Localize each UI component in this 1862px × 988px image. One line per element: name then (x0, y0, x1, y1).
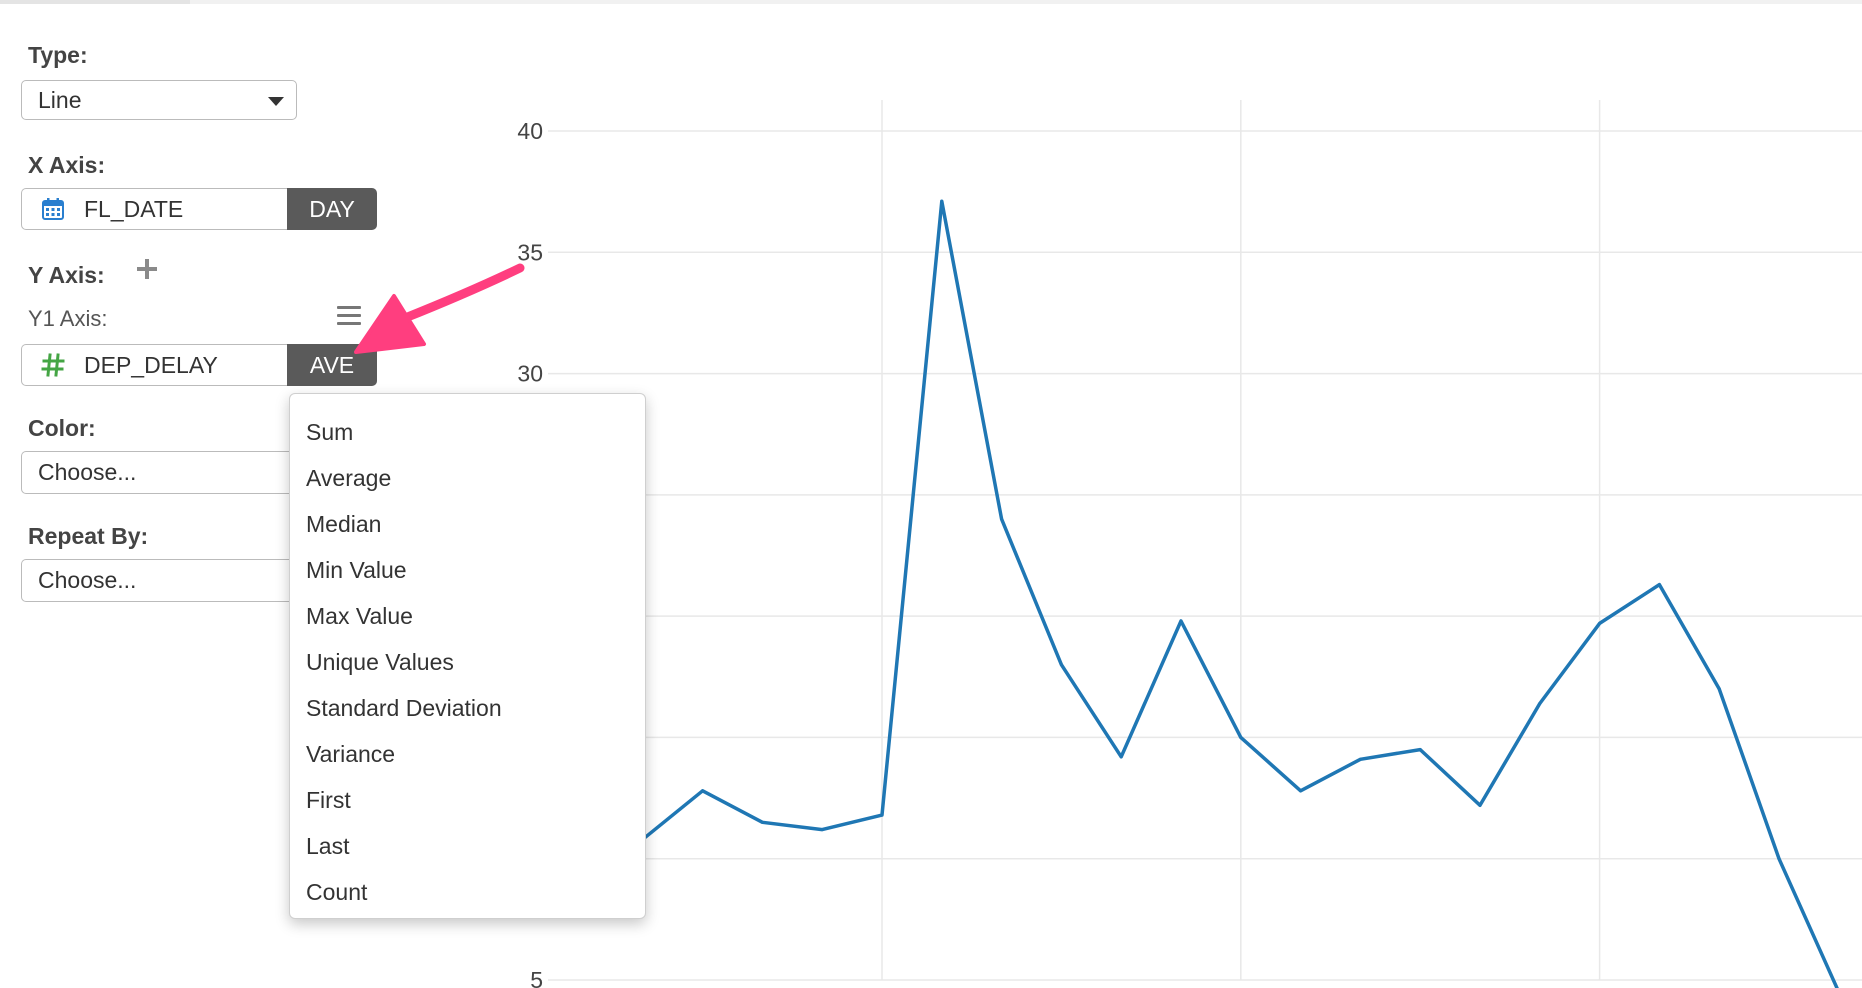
aggregation-option-max-value[interactable]: Max Value (306, 603, 413, 629)
type-select-value: Line (38, 87, 82, 113)
y-tick-label: 35 (517, 239, 543, 265)
y-tick-label: 40 (517, 118, 543, 144)
data-point (940, 199, 944, 203)
aggregation-option-median[interactable]: Median (306, 511, 382, 537)
data-point (1717, 687, 1721, 691)
chart-horizontal-grid (548, 130, 1862, 981)
plus-icon[interactable] (136, 258, 158, 280)
x-axis-label: X Axis: (28, 152, 106, 178)
data-point (1478, 803, 1482, 807)
chart-vertical-grid (881, 100, 1601, 980)
data-point (1179, 619, 1183, 623)
aggregation-option-average[interactable]: Average (306, 465, 392, 491)
top-divider (0, 0, 1862, 4)
color-label: Color: (28, 415, 96, 441)
chart-config-panel: Type: Line X Axis: FL_DATE DAY Y Axis: Y… (0, 0, 380, 988)
data-point (1000, 517, 1004, 521)
data-point (820, 828, 824, 832)
data-point (1418, 748, 1422, 752)
data-point (1299, 789, 1303, 793)
y-axis-label: Y Axis: (28, 262, 105, 288)
calendar-icon (40, 189, 66, 229)
top-tab-indicator (0, 0, 190, 4)
repeat-by-select[interactable]: Choose... (21, 559, 291, 602)
x-axis-aggregation-button[interactable]: DAY (287, 188, 377, 230)
aggregation-option-min-value[interactable]: Min Value (306, 557, 407, 583)
aggregation-option-unique-values[interactable]: Unique Values (306, 649, 454, 675)
y1-axis-field[interactable]: DEP_DELAY (21, 344, 287, 386)
data-point (1657, 583, 1661, 587)
color-select[interactable]: Choose... (21, 451, 291, 494)
data-point (1059, 663, 1063, 667)
type-select[interactable]: Line (21, 80, 297, 120)
y-tick-label: 5 (530, 967, 543, 988)
x-axis-field-name: FL_DATE (84, 196, 184, 222)
data-point (880, 813, 884, 817)
series-line (581, 199, 1839, 988)
hash-icon (40, 345, 66, 385)
chart-y-ticks: 40 35 30 5 (517, 118, 543, 988)
y1-axis-aggregation-button[interactable]: AVE (287, 344, 377, 386)
data-point (1598, 621, 1602, 625)
data-point (1119, 755, 1123, 759)
data-point (1358, 757, 1362, 761)
hamburger-menu-icon[interactable] (337, 306, 361, 326)
data-point (760, 820, 764, 824)
y-tick-label: 30 (517, 361, 543, 387)
x-axis-field[interactable]: FL_DATE (21, 188, 287, 230)
aggregation-option-last[interactable]: Last (306, 833, 350, 859)
y1-axis-label: Y1 Axis: (28, 306, 108, 331)
aggregation-option-variance[interactable]: Variance (306, 741, 396, 767)
aggregation-dropdown-menu: Sum Average Median Min Value Max Value Unique… (289, 393, 646, 919)
aggregation-option-standard-deviation[interactable]: Standard Deviation (306, 695, 502, 721)
series-points (581, 199, 1781, 861)
y1-axis-field-name: DEP_DELAY (84, 352, 218, 378)
chevron-down-icon (268, 97, 284, 106)
type-label: Type: (28, 42, 88, 68)
aggregation-option-first[interactable]: First (306, 787, 351, 813)
data-point (701, 789, 705, 793)
aggregation-option-count[interactable]: Count (306, 879, 368, 905)
data-point (1239, 735, 1243, 739)
data-point (1538, 701, 1542, 705)
aggregation-option-sum[interactable]: Sum (306, 419, 354, 445)
repeat-by-label: Repeat By: (28, 523, 149, 549)
data-point (1777, 857, 1781, 861)
